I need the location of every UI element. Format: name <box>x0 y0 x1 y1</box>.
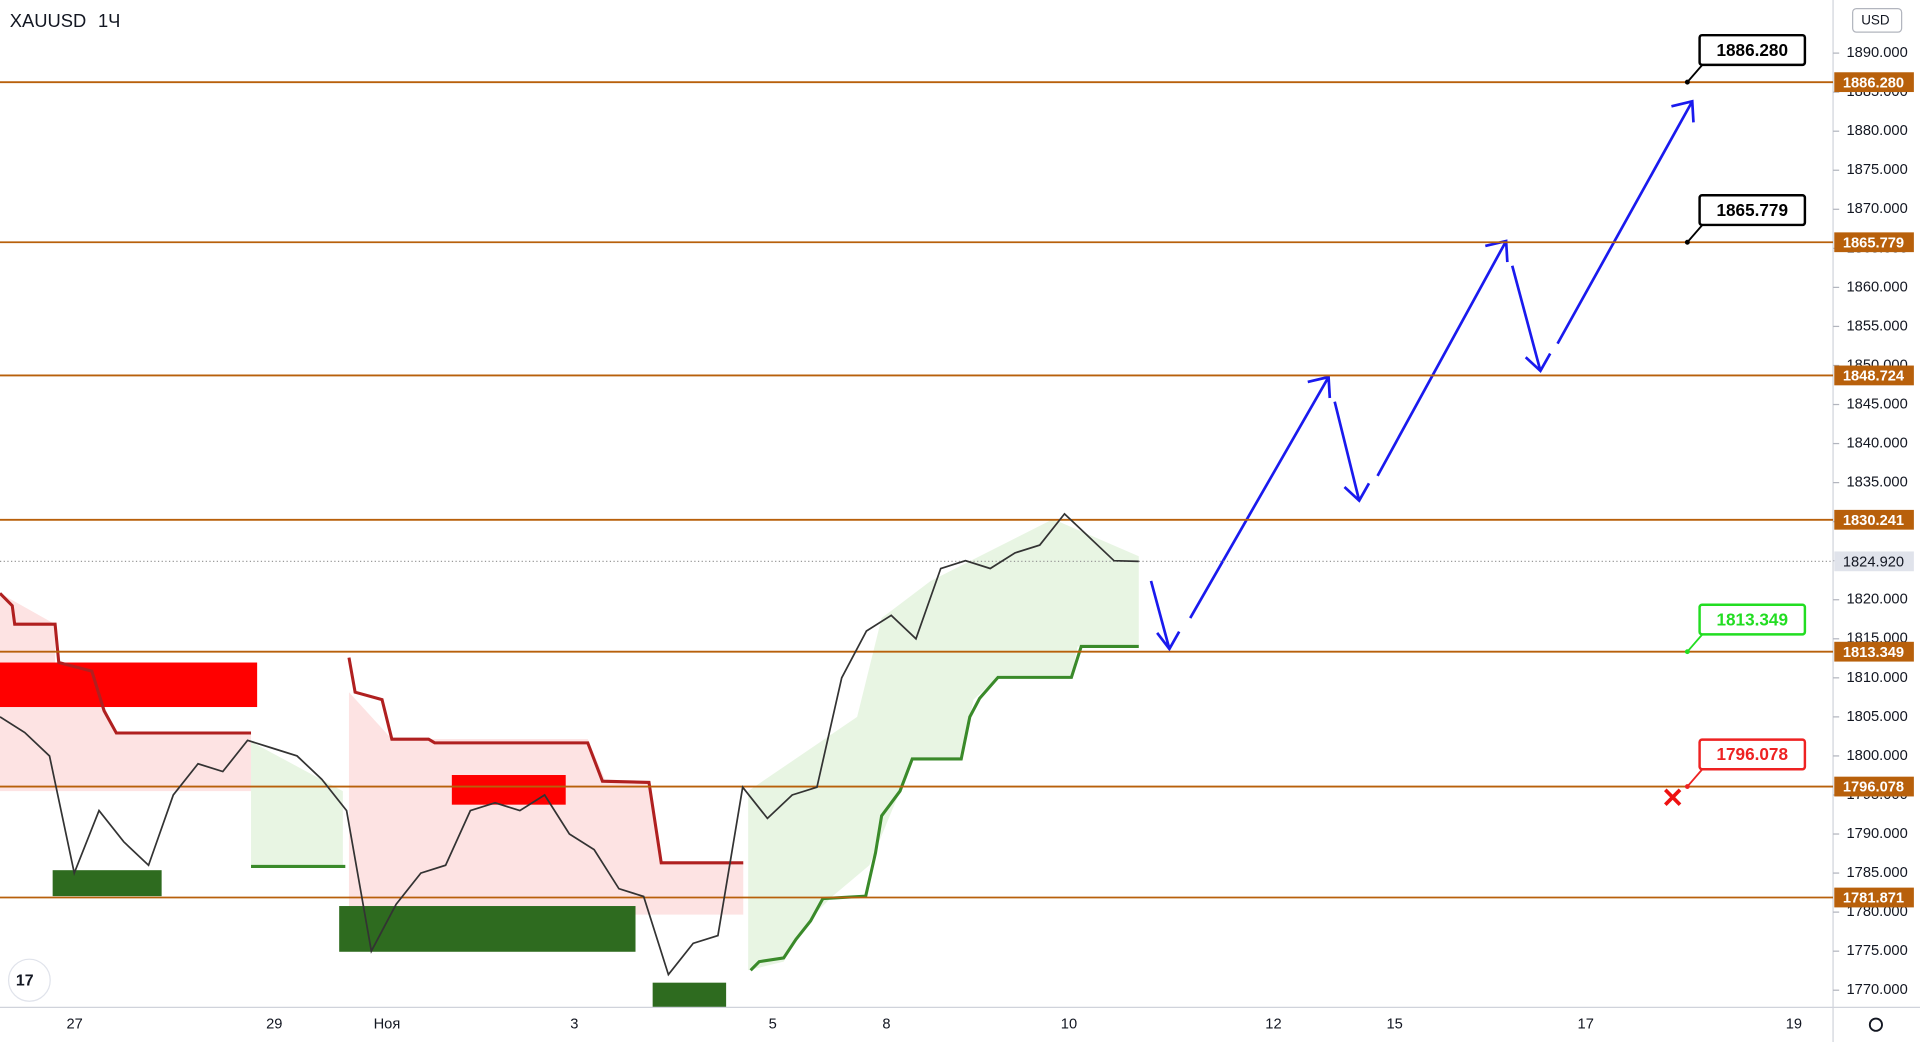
y-tick-label: 1835.000 <box>1847 474 1908 490</box>
x-tick-label: 29 <box>266 1017 282 1033</box>
callout-box <box>1698 33 1807 67</box>
interval: 1Ч <box>98 10 120 31</box>
logo-mark: 17 <box>16 973 34 990</box>
symbol: XAUUSD <box>10 10 86 31</box>
y-tick-label: 1810.000 <box>1847 670 1908 686</box>
y-tick-label: 1845.000 <box>1847 396 1908 412</box>
settings-button[interactable] <box>1868 1017 1883 1032</box>
y-tick-label: 1805.000 <box>1847 709 1908 725</box>
x-tick-label: 17 <box>1578 1017 1594 1033</box>
x-tick-label: 19 <box>1786 1017 1802 1033</box>
callout-dot <box>1684 649 1690 655</box>
forecast-arrows <box>1149 99 1695 652</box>
y-tick-label: 1875.000 <box>1847 162 1908 178</box>
level-label: 1886.280 <box>1843 75 1904 91</box>
currency-button[interactable] <box>1852 8 1903 33</box>
level-label: 1813.349 <box>1843 645 1904 661</box>
callout-box <box>1698 738 1807 771</box>
level-label-box <box>1834 72 1914 93</box>
level-label-box <box>1834 232 1914 253</box>
callout-label: 1886.280 <box>1717 40 1788 60</box>
level-label-box <box>1834 887 1914 908</box>
level-label: 1865.779 <box>1843 235 1904 251</box>
current-price-box <box>1834 551 1914 572</box>
level-label-box <box>1834 641 1914 662</box>
level-label-box <box>1834 509 1914 530</box>
y-tick-label: 1780.000 <box>1847 904 1908 920</box>
callout-label: 1796.078 <box>1717 744 1789 764</box>
y-tick-label: 1820.000 <box>1847 592 1908 608</box>
x-tick-label: 5 <box>769 1017 777 1033</box>
x-tick-label: 27 <box>67 1017 83 1033</box>
level-label: 1781.871 <box>1843 891 1904 907</box>
level-label: 1830.241 <box>1843 513 1904 529</box>
logo <box>7 958 51 1002</box>
x-tick-label: Ноя <box>374 1017 401 1033</box>
y-tick-label: 1890.000 <box>1847 45 1908 61</box>
y-tick-label: 1870.000 <box>1847 201 1908 217</box>
current-price-label: 1824.920 <box>1843 554 1904 570</box>
x-tick-label: 10 <box>1061 1017 1077 1033</box>
y-tick-label: 1770.000 <box>1847 982 1908 998</box>
y-tick-label: 1855.000 <box>1847 318 1908 334</box>
stop-mark <box>1664 788 1682 806</box>
callout-label: 1865.779 <box>1717 200 1788 220</box>
callout-dot <box>1684 784 1690 790</box>
callout-box <box>1698 194 1807 227</box>
x-tick-label: 8 <box>882 1017 890 1033</box>
x-tick-label: 12 <box>1265 1017 1281 1033</box>
y-tick-label: 1860.000 <box>1847 279 1908 295</box>
level-label-box <box>1834 776 1914 797</box>
indicator-zones <box>0 519 1139 1008</box>
y-tick-label: 1785.000 <box>1847 865 1908 881</box>
currency[interactable]: USD <box>1861 13 1890 28</box>
price-line <box>0 512 1139 977</box>
y-tick-label: 1840.000 <box>1847 435 1908 451</box>
x-tick-label: 15 <box>1387 1017 1403 1033</box>
level-label: 1796.078 <box>1843 780 1904 796</box>
y-tick-label: 1800.000 <box>1847 748 1908 764</box>
callout-box <box>1698 603 1807 636</box>
y-tick-label: 1790.000 <box>1847 826 1908 842</box>
y-tick-label: 1775.000 <box>1847 943 1908 959</box>
price-axis <box>1833 0 1920 1008</box>
level-label-box <box>1834 365 1914 386</box>
x-tick-label: 3 <box>570 1017 578 1033</box>
callout-dot <box>1684 79 1690 85</box>
y-tick-label: 1880.000 <box>1847 123 1908 139</box>
level-label: 1848.724 <box>1843 369 1905 385</box>
callout-label: 1813.349 <box>1717 609 1788 629</box>
callout-dot <box>1684 239 1690 245</box>
